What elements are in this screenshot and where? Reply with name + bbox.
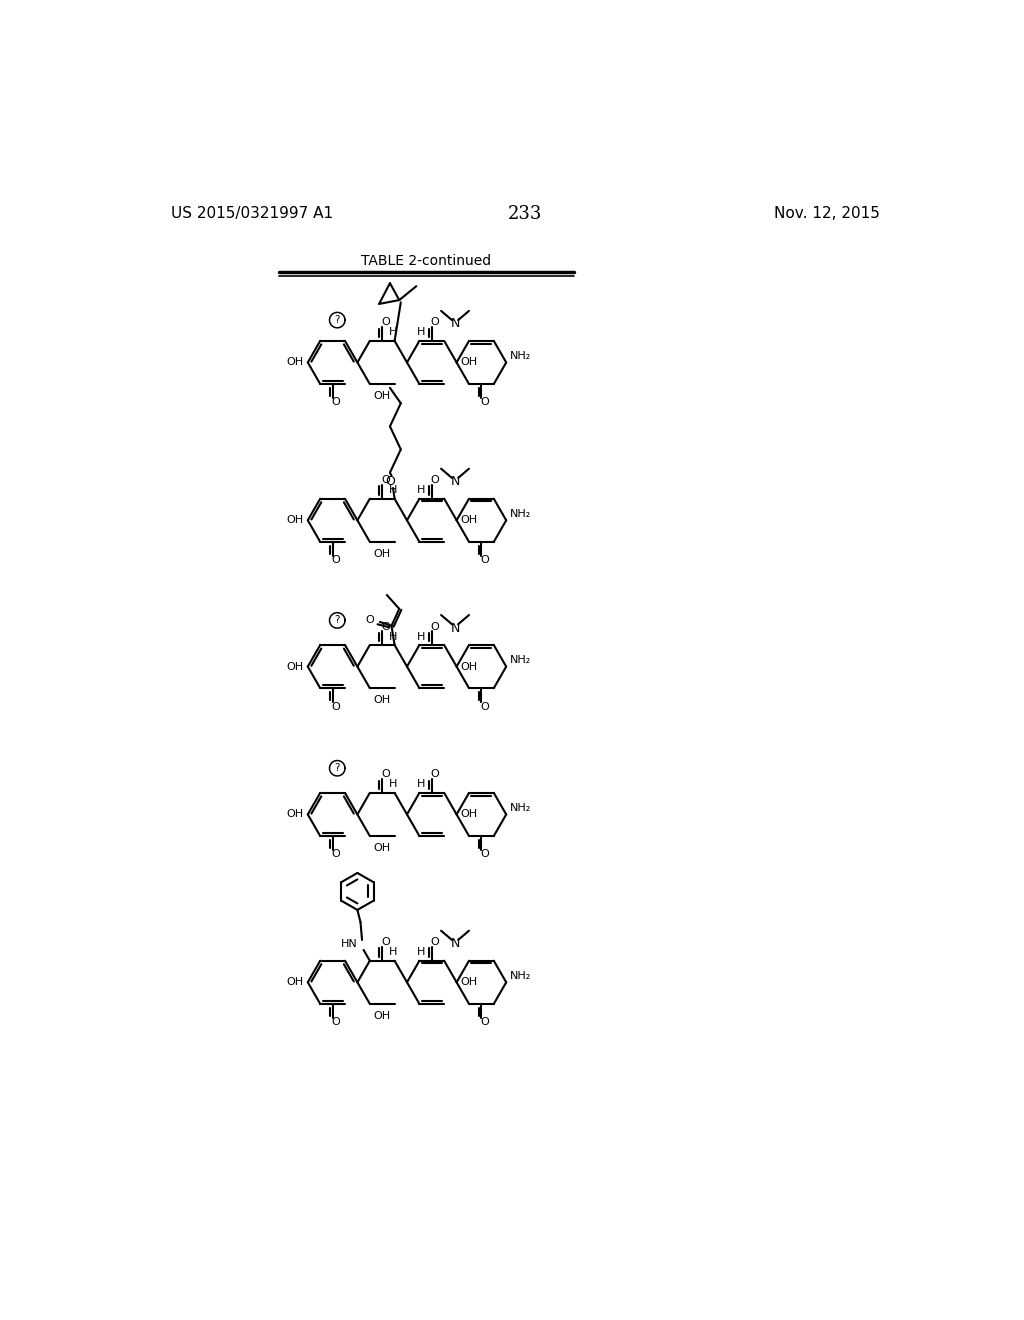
Text: O: O: [332, 397, 340, 408]
Text: US 2015/0321997 A1: US 2015/0321997 A1: [171, 206, 333, 222]
Text: OH: OH: [374, 391, 391, 401]
Text: HN: HN: [341, 939, 357, 949]
Text: OH: OH: [461, 809, 477, 820]
Text: H: H: [389, 631, 397, 642]
Text: O: O: [332, 850, 340, 859]
Text: N: N: [451, 622, 460, 635]
Text: ?: ?: [335, 315, 340, 325]
Text: TABLE 2-continued: TABLE 2-continued: [361, 253, 492, 268]
Text: Nov. 12, 2015: Nov. 12, 2015: [774, 206, 880, 222]
Text: ?: ?: [335, 615, 340, 626]
Text: H: H: [389, 486, 397, 495]
Text: OH: OH: [461, 515, 477, 525]
Text: N: N: [451, 317, 460, 330]
Text: O: O: [480, 556, 488, 565]
Text: OH: OH: [287, 358, 304, 367]
Text: O: O: [480, 397, 488, 408]
Text: O: O: [385, 475, 395, 488]
Text: OH: OH: [374, 696, 391, 705]
Text: H: H: [417, 948, 425, 957]
Text: H: H: [389, 327, 397, 338]
Text: H: H: [389, 779, 397, 789]
Text: OH: OH: [374, 1011, 391, 1022]
Text: NH₂: NH₂: [510, 972, 531, 981]
Text: O: O: [480, 850, 488, 859]
Text: ?: ?: [335, 763, 340, 774]
Text: O: O: [480, 1018, 488, 1027]
Text: NH₂: NH₂: [510, 351, 531, 362]
Text: OH: OH: [461, 358, 477, 367]
Text: O: O: [430, 937, 439, 948]
Text: O: O: [381, 475, 390, 486]
Text: O: O: [381, 770, 390, 779]
Text: H: H: [389, 948, 397, 957]
Text: N: N: [451, 937, 460, 950]
Text: OH: OH: [287, 661, 304, 672]
Text: H: H: [417, 779, 425, 789]
Text: OH: OH: [287, 515, 304, 525]
Text: O: O: [332, 556, 340, 565]
Text: OH: OH: [374, 549, 391, 560]
Text: NH₂: NH₂: [510, 804, 531, 813]
Text: O: O: [381, 937, 390, 948]
Text: O: O: [381, 622, 390, 631]
Text: 233: 233: [508, 205, 542, 223]
Text: OH: OH: [461, 661, 477, 672]
Text: H: H: [417, 327, 425, 338]
Text: N: N: [451, 475, 460, 488]
Text: O: O: [381, 317, 390, 327]
Text: O: O: [430, 475, 439, 486]
Text: O: O: [332, 1018, 340, 1027]
Text: OH: OH: [287, 977, 304, 987]
Text: O: O: [430, 317, 439, 327]
Text: OH: OH: [287, 809, 304, 820]
Text: O: O: [365, 615, 374, 624]
Text: NH₂: NH₂: [510, 656, 531, 665]
Text: NH₂: NH₂: [510, 510, 531, 519]
Text: O: O: [430, 622, 439, 631]
Text: H: H: [417, 631, 425, 642]
Text: OH: OH: [374, 843, 391, 853]
Text: O: O: [430, 770, 439, 779]
Text: OH: OH: [461, 977, 477, 987]
Text: O: O: [480, 702, 488, 711]
Text: H: H: [417, 486, 425, 495]
Text: O: O: [332, 702, 340, 711]
